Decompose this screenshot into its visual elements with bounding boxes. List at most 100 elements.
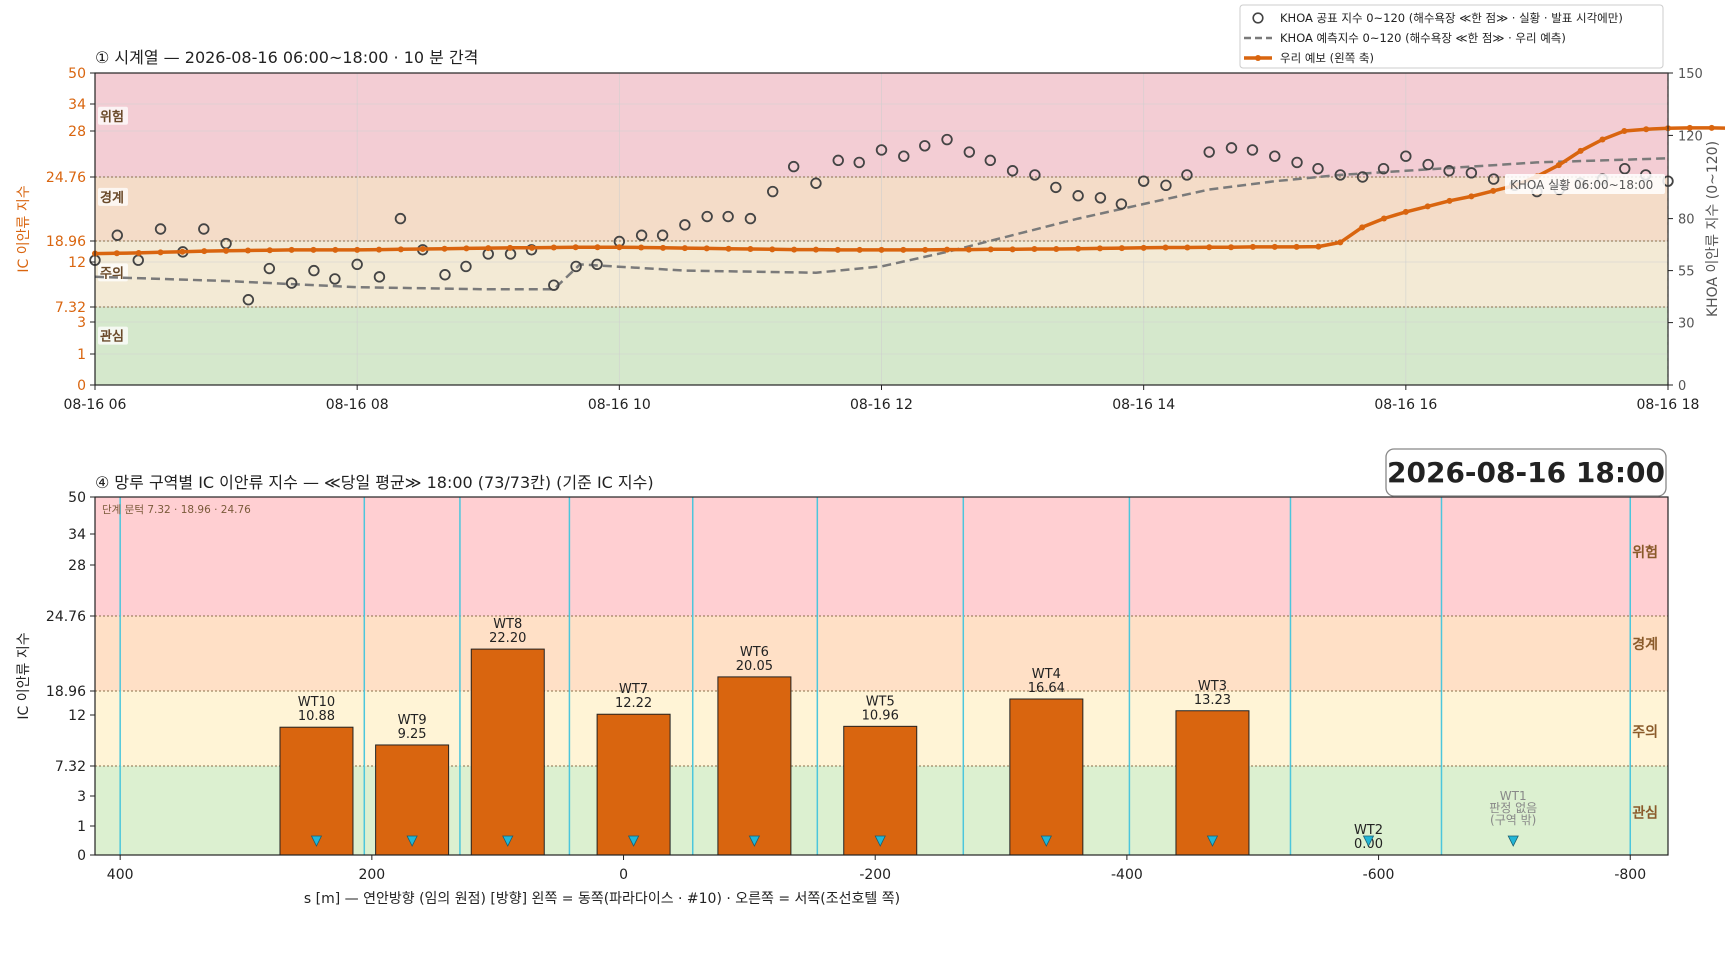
bottom-ytick-label: 7.32	[55, 759, 86, 775]
bottom-ytick-label: 24.76	[46, 609, 86, 625]
bar-name-label: WT10	[298, 695, 335, 710]
bar-marker	[748, 835, 761, 847]
khoa-observed-point	[329, 273, 341, 285]
bar-wt6	[717, 676, 792, 856]
khoa-observed-point	[460, 260, 472, 273]
khoa-observed-point	[1225, 142, 1238, 154]
forecast-point	[376, 246, 383, 253]
forecast-point	[1708, 124, 1715, 131]
khoa-observed-point	[787, 160, 800, 173]
annotation-bg	[1505, 174, 1665, 194]
top-y2tick-label: 30	[1678, 317, 1695, 332]
forecast-point	[660, 244, 667, 251]
bottom-band-label: 위험	[1632, 544, 1658, 561]
threshold-note: 단계 문턱 7.32 · 18.96 · 24.76	[102, 504, 251, 516]
khoa-observed-point	[875, 144, 888, 156]
top-band-label-bg	[98, 106, 128, 125]
forecast-point	[1599, 136, 1606, 143]
khoa-observed-point	[1160, 179, 1172, 192]
top-ytick-label: 12	[68, 255, 86, 271]
khoa-observed-point	[1094, 192, 1107, 204]
forecast-point	[922, 246, 929, 253]
forecast-point	[1359, 224, 1366, 231]
khoa-observed-point	[263, 262, 276, 275]
forecast-point	[266, 247, 273, 254]
khoa-observed-point	[351, 258, 363, 271]
top-y2tick-label: 55	[1678, 265, 1695, 280]
bar-name-label: WT9	[398, 713, 427, 728]
khoa-observed-point	[1072, 190, 1084, 202]
forecast-point	[812, 246, 819, 253]
bottom-ytick-label: 50	[68, 490, 86, 506]
forecast-point	[900, 246, 907, 253]
khoa-observed-point	[984, 154, 996, 167]
bottom-title: ④ 망루 구역별 IC 이안류 지수 — ≪당일 평균≫ 18:00 (73/7…	[95, 473, 654, 492]
forecast-point	[1271, 243, 1278, 250]
bottom-band-danger	[95, 497, 1668, 616]
forecast-point	[616, 244, 623, 251]
forecast-point	[638, 244, 645, 251]
forecast-point	[965, 246, 972, 253]
khoa-observed-point	[285, 277, 298, 289]
bar-wt10	[279, 726, 354, 856]
forecast-point	[1577, 147, 1584, 154]
khoa-observed-point	[679, 219, 691, 231]
forecast-point	[332, 246, 339, 253]
bottom-xtick-label: -200	[859, 867, 891, 883]
legend-label-observed: KHOA 공표 지수 0~120 (해수욕장 ≪한 점≫ · 실황 · 발표 시…	[1280, 11, 1623, 25]
bar-wt4	[1009, 698, 1084, 856]
bottom-xlabel: s [m] — 연안방향 (임의 원점) [방향] 왼쪽 = 동쪽(파라다이스 …	[304, 891, 900, 907]
forecast-point	[1140, 244, 1147, 251]
forecast-point	[725, 245, 732, 252]
khoa-observed-point	[1312, 162, 1324, 175]
bottom-xtick-label: 200	[358, 867, 385, 883]
legend-marker-ours-dot	[1255, 55, 1261, 61]
bottom-ytick-label: 0	[77, 848, 86, 864]
forecast-point	[594, 244, 601, 251]
khoa-observed-point	[373, 271, 386, 283]
forecast-point	[987, 246, 994, 253]
bar-value-label: 22.20	[489, 631, 526, 646]
legend-box	[1239, 4, 1664, 69]
forecast-point	[135, 249, 142, 256]
bottom-ytick-label: 18.96	[46, 684, 86, 700]
bar-marker	[1206, 835, 1219, 847]
legend-label-ours: 우리 예보 (왼쪽 축)	[1280, 51, 1374, 65]
bar-wt3	[1175, 710, 1250, 856]
forecast-point	[1293, 243, 1300, 250]
forecast-point	[944, 246, 951, 253]
top-xtick-label: 08-16 08	[326, 397, 389, 413]
top-ytick-label: 24.76	[46, 170, 86, 186]
top-ytick-label: 28	[68, 124, 86, 140]
legend-label-forecast-khoa: KHOA 예측지수 0~120 (해수욕장 ≪한 점≫ · 우리 예측)	[1280, 31, 1566, 45]
bar-marker	[502, 835, 514, 847]
khoa-observed-point	[898, 150, 910, 162]
bar-wt8	[470, 648, 545, 856]
bar-status-label: 판정 없음	[1489, 801, 1537, 815]
bar-marker	[627, 835, 640, 847]
forecast-point	[1053, 246, 1060, 253]
khoa-observed-point	[394, 212, 407, 225]
legend-marker-observed	[1252, 12, 1264, 24]
bar-value-label: 16.64	[1028, 681, 1065, 696]
top-band-label-bg	[98, 326, 128, 345]
forecast-point	[441, 245, 448, 252]
khoa-observed-point	[1203, 146, 1215, 158]
top-xtick-label: 08-16 12	[850, 397, 913, 413]
datetime-label: 2026-08-16 18:00	[1387, 456, 1665, 489]
top-band-label: 관심	[100, 329, 124, 345]
forecast-point	[157, 249, 164, 256]
bar-value-label: 10.88	[298, 709, 335, 724]
khoa-observed-point	[744, 212, 757, 225]
khoa-observed-point	[919, 140, 931, 152]
forecast-point	[223, 247, 230, 254]
forecast-point	[1315, 243, 1322, 250]
forecast-point	[310, 246, 317, 253]
khoa-observed-point	[1006, 165, 1019, 177]
bar-value-label: 13.23	[1194, 693, 1231, 708]
forecast-point	[703, 245, 710, 252]
khoa-observed-point	[1029, 169, 1041, 181]
top-ylabel: IC 이안류 지수	[16, 185, 32, 272]
bar-marker	[874, 835, 886, 847]
